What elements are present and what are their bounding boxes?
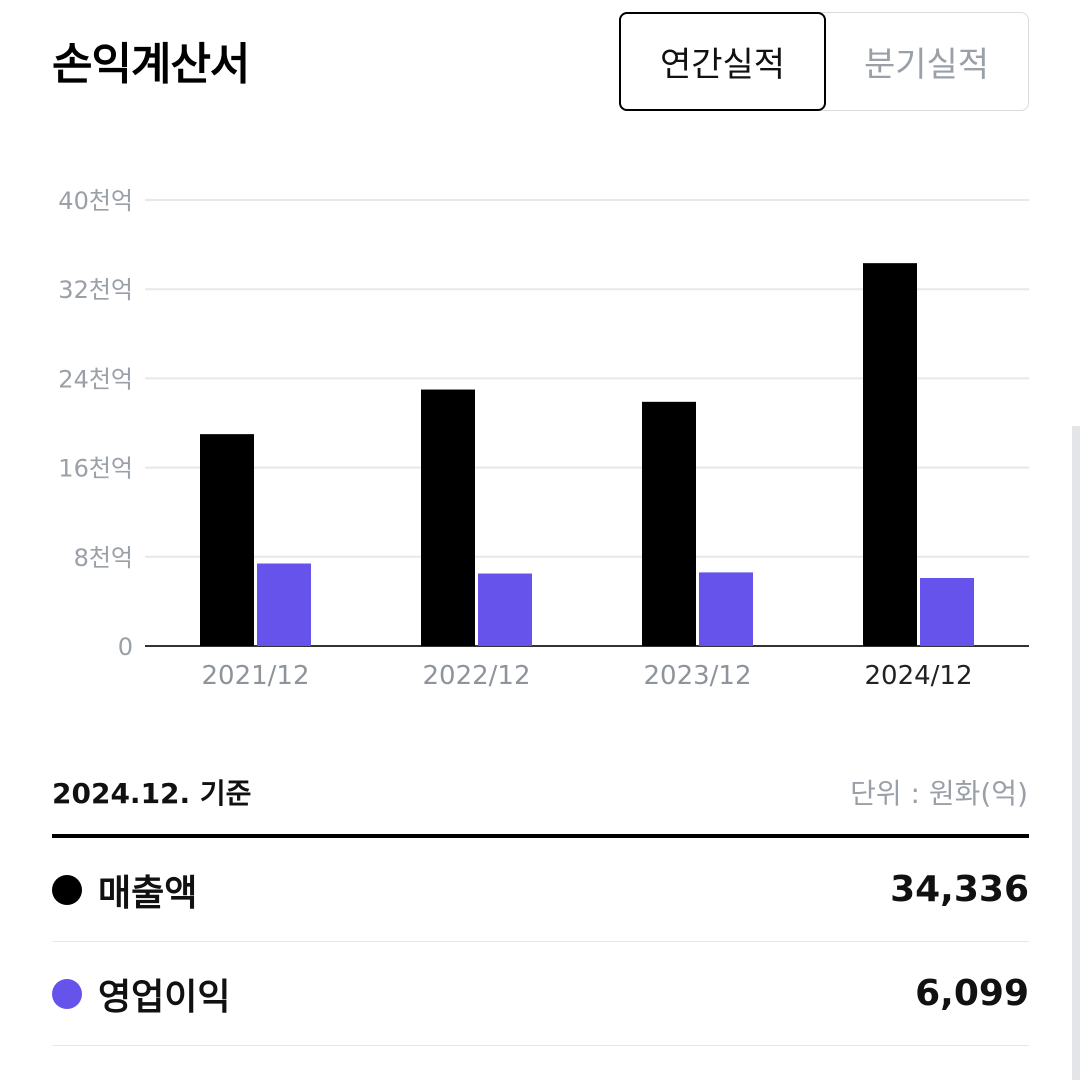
period-toggle: 연간실적 분기실적: [619, 12, 1029, 111]
revenue-legend-dot: [52, 874, 82, 905]
summary-divider: [52, 834, 1029, 838]
y-tick-label: 0: [118, 633, 133, 661]
summary-row-operating-profit: 영업이익 6,099: [52, 942, 1029, 1046]
operating-profit-label: 영업이익: [98, 976, 231, 1018]
summary-row-revenue: 매출액 34,336: [52, 838, 1029, 942]
bar-operating-profit-0[interactable]: [257, 563, 311, 646]
x-tick-label[interactable]: 2021/12: [201, 661, 309, 691]
bar-revenue-2[interactable]: [642, 401, 696, 646]
bar-revenue-0[interactable]: [200, 434, 254, 646]
x-tick-label[interactable]: 2024/12: [864, 661, 972, 691]
y-tick-label: 32천억: [58, 276, 133, 304]
income-bar-chart: 40천억 32천억 24천억 16천억 8천억 0 2021/12 2022/12 2023/1…: [58, 187, 1029, 691]
bar-operating-profit-3[interactable]: [920, 577, 974, 646]
x-tick-label[interactable]: 2023/12: [643, 661, 751, 691]
x-tick-label[interactable]: 2022/12: [422, 661, 530, 691]
revenue-value: 34,336: [890, 869, 1029, 910]
basis-date: 2024.12. 기준: [52, 777, 252, 810]
page-title: 손익계산서: [52, 39, 250, 90]
bar-operating-profit-2[interactable]: [699, 572, 753, 646]
operating-profit-legend-dot: [52, 978, 82, 1009]
bar-operating-profit-1[interactable]: [478, 573, 532, 646]
tab-annual[interactable]: 연간실적: [619, 12, 826, 111]
y-tick-label: 24천억: [58, 365, 133, 393]
operating-profit-value: 6,099: [915, 973, 1029, 1014]
y-tick-label: 16천억: [58, 455, 133, 483]
bar-revenue-1[interactable]: [421, 389, 475, 646]
y-tick-label: 40천억: [58, 187, 133, 215]
revenue-label: 매출액: [98, 872, 198, 914]
bar-revenue-3[interactable]: [863, 263, 917, 646]
y-tick-label: 8천억: [74, 544, 133, 572]
tab-quarterly[interactable]: 분기실적: [863, 45, 990, 85]
scrollbar[interactable]: [1072, 426, 1080, 1080]
unit-label: 단위 : 원화(억): [850, 777, 1028, 810]
